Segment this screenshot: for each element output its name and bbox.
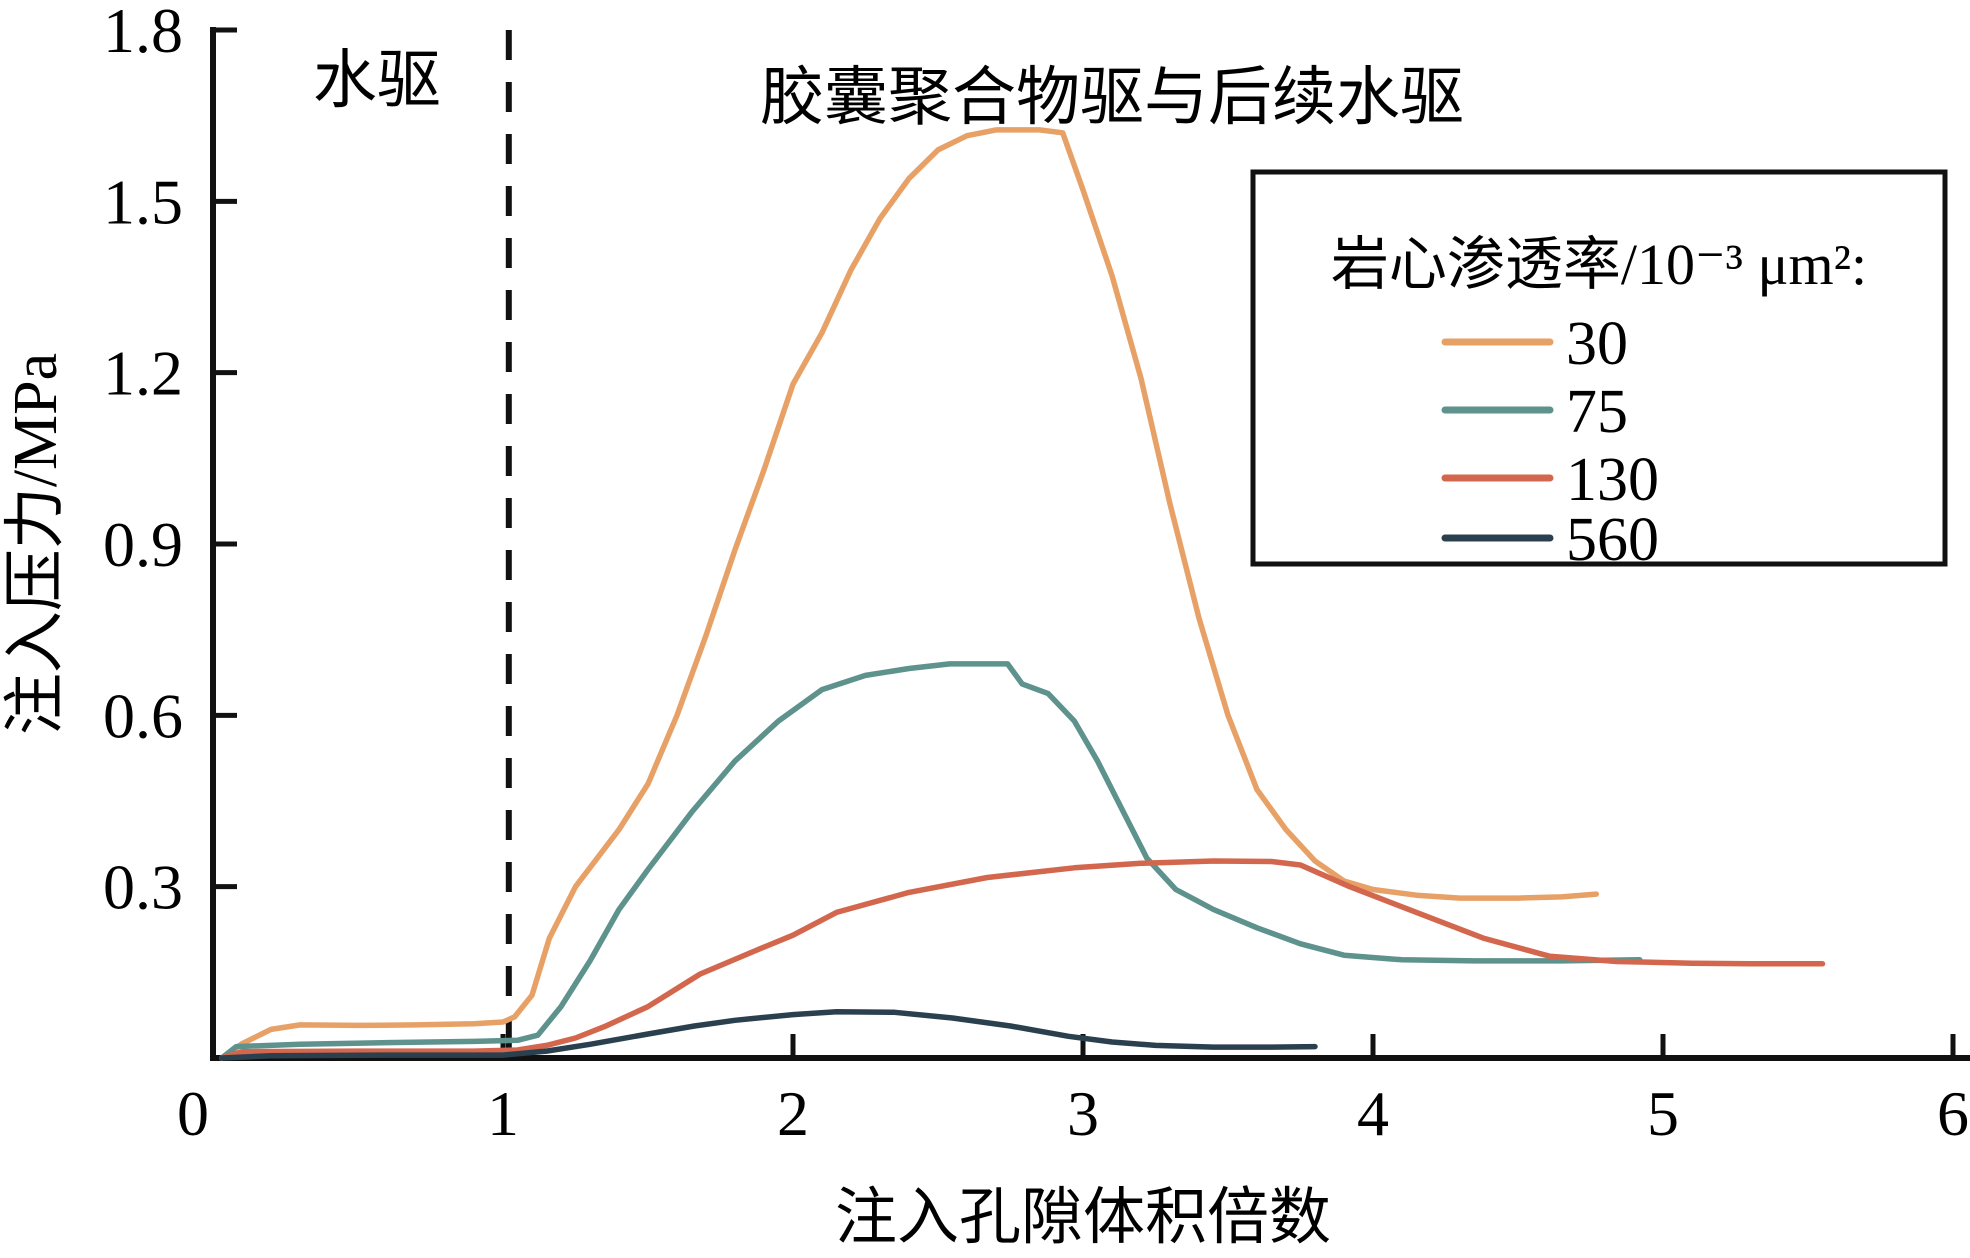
- series-line-30: [218, 127, 1600, 1061]
- x-tick-label: 1: [487, 1078, 519, 1149]
- y-tick-label: 1.8: [103, 0, 183, 66]
- x-tick-label: 6: [1937, 1078, 1969, 1149]
- legend-box: [1250, 169, 1948, 567]
- y-tick-label: 0.6: [103, 680, 183, 751]
- x-axis-title: 注入孔隙体积倍数: [835, 1184, 1331, 1252]
- legend-label-560: 560: [1566, 506, 1659, 574]
- series-line-130: [218, 858, 1826, 1061]
- y-tick-label: 1.2: [103, 338, 183, 409]
- y-tick-label: 0.3: [103, 852, 183, 923]
- y-axis-title: 注入压力/MPa: [2, 353, 70, 735]
- legend-title: 岩心渗透率/10⁻³ μm²:: [1331, 232, 1867, 297]
- x-tick-label: 2: [777, 1078, 809, 1149]
- series-line-560: [218, 1008, 1318, 1061]
- legend-label-75: 75: [1566, 378, 1628, 446]
- legend-label-130: 130: [1566, 446, 1659, 514]
- x-tick-label: 4: [1357, 1078, 1389, 1149]
- annotation-water-drive: 水驱: [313, 45, 441, 116]
- x-tick-label: 5: [1647, 1078, 1679, 1149]
- annotation-polymer-drive: 胶囊聚合物驱与后续水驱: [760, 62, 1464, 133]
- y-tick-label: 0.9: [103, 509, 183, 580]
- series-line-75: [218, 661, 1643, 1061]
- x-tick-label: 0: [177, 1078, 209, 1149]
- x-tick-label: 3: [1067, 1078, 1099, 1149]
- y-tick-label: 1.5: [103, 166, 183, 237]
- legend-label-30: 30: [1566, 310, 1628, 378]
